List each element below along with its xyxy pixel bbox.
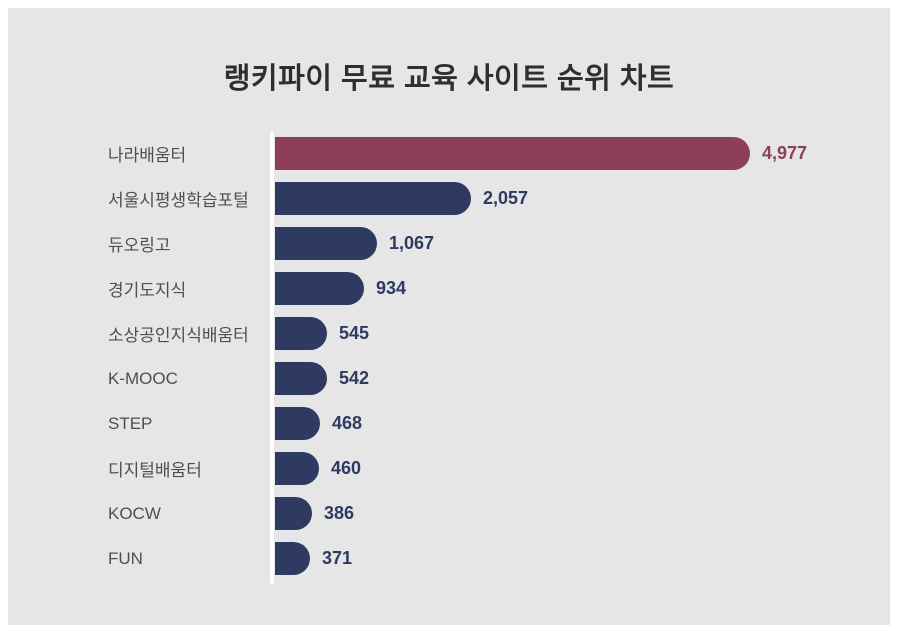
- chart-canvas: 랭키파이 무료 교육 사이트 순위 차트 나라배움터 4,977 서울시평생학습포털…: [8, 8, 890, 625]
- value-label: 371: [322, 548, 353, 568]
- value-label: 934: [376, 278, 407, 298]
- bar: [275, 317, 327, 350]
- bar: [275, 497, 312, 530]
- chart-row: STEP 468: [108, 407, 870, 440]
- value-label: 386: [324, 503, 355, 523]
- chart-row: 듀오링고 1,067: [108, 227, 870, 260]
- category-label: 디지털배움터: [108, 461, 202, 480]
- category-label: 소상공인지식배움터: [108, 326, 249, 345]
- chart-row: 경기도지식 934: [108, 272, 870, 305]
- bar: [275, 227, 377, 260]
- chart-row: 소상공인지식배움터 545: [108, 317, 870, 350]
- chart-row: K-MOOC 542: [108, 362, 870, 395]
- value-label: 545: [339, 323, 370, 343]
- category-label: 서울시평생학습포털: [108, 191, 249, 210]
- category-label: 듀오링고: [108, 236, 171, 255]
- category-label: KOCW: [108, 503, 161, 523]
- bar: [275, 452, 319, 485]
- category-label: 경기도지식: [108, 281, 187, 300]
- chart-row: KOCW 386: [108, 497, 870, 530]
- bar: [275, 362, 327, 395]
- bar-chart: 나라배움터 4,977 서울시평생학습포털 2,057 듀오링고 1,067 경기도지식 93…: [108, 132, 870, 584]
- value-label: 460: [331, 458, 362, 478]
- value-label: 1,067: [389, 233, 435, 253]
- chart-row: 나라배움터 4,977: [108, 137, 870, 170]
- y-axis-line: [270, 132, 274, 584]
- value-label: 468: [332, 413, 363, 433]
- chart-row: 서울시평생학습포털 2,057: [108, 182, 870, 215]
- chart-row: FUN 371: [108, 542, 870, 575]
- category-label: FUN: [108, 548, 143, 568]
- bar: [275, 137, 750, 170]
- value-label: 4,977: [762, 143, 808, 163]
- bar: [275, 407, 320, 440]
- chart-title: 랭키파이 무료 교육 사이트 순위 차트: [223, 63, 675, 95]
- value-label: 542: [339, 368, 370, 388]
- value-label: 2,057: [483, 188, 529, 208]
- bar: [275, 182, 471, 215]
- category-label: 나라배움터: [108, 146, 187, 165]
- bar: [275, 542, 310, 575]
- category-label: K-MOOC: [108, 368, 178, 388]
- category-label: STEP: [108, 413, 153, 433]
- bar: [275, 272, 364, 305]
- chart-row: 디지털배움터 460: [108, 452, 870, 485]
